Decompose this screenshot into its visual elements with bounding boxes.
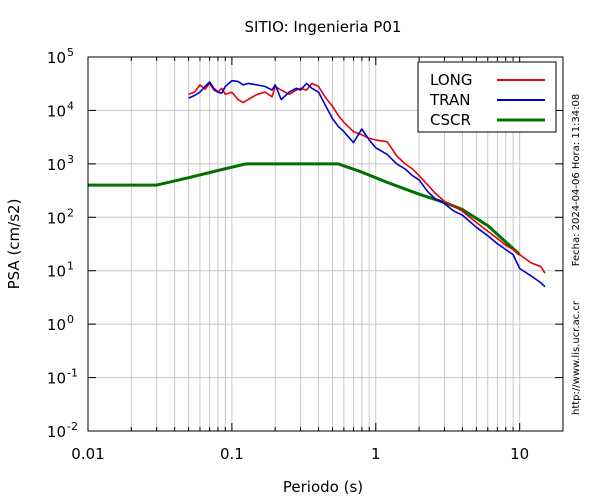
x-tick-label: 10 <box>510 445 529 463</box>
y-tick-label: 10 <box>47 156 66 174</box>
y-tick-label: 10 <box>47 263 66 281</box>
x-tick-label: 1 <box>371 445 381 463</box>
plot-frame <box>87 56 564 432</box>
y-tick-exponent: -2 <box>67 420 78 433</box>
y-tick-label: 10 <box>47 316 66 334</box>
y-tick-label: 10 <box>47 423 66 441</box>
series-line-cscr <box>88 162 521 256</box>
legend: LONG TRAN CSCR <box>417 61 557 133</box>
y-tick-label: 10 <box>47 370 66 388</box>
y-tick-exponent: -1 <box>67 367 78 380</box>
y-tick-exponent: 3 <box>67 153 74 166</box>
date-time-label: Fecha: 2024-04-06 Hora: 11:34:08 <box>571 94 582 267</box>
y-tick-label: 10 <box>47 209 66 227</box>
x-tick-label: 0.01 <box>71 445 104 463</box>
y-tick-exponent: 1 <box>67 260 74 273</box>
y-tick-exponent: 2 <box>67 206 74 219</box>
x-axis-label: Periodo (s) <box>283 478 363 496</box>
series-line-tran <box>188 79 546 288</box>
y-tick-exponent: 0 <box>67 313 74 326</box>
y-axis-label: PSA (cm/s2) <box>5 199 23 290</box>
series-layer <box>88 79 546 288</box>
chart-title: SITIO: Ingenieria P01 <box>245 18 402 36</box>
y-tick-exponent: 4 <box>67 99 74 112</box>
legend-label-tran: TRAN <box>429 91 470 109</box>
series-line-long <box>188 82 546 274</box>
x-tick-label: 0.1 <box>220 445 244 463</box>
y-tick-label: 10 <box>47 49 66 67</box>
y-tick-exponent: 5 <box>67 46 74 59</box>
url-label: http://www.lis.ucr.ac.cr <box>571 300 582 415</box>
legend-label-long: LONG <box>430 71 472 89</box>
y-tick-label: 10 <box>47 102 66 120</box>
legend-label-cscr: CSCR <box>430 111 471 129</box>
